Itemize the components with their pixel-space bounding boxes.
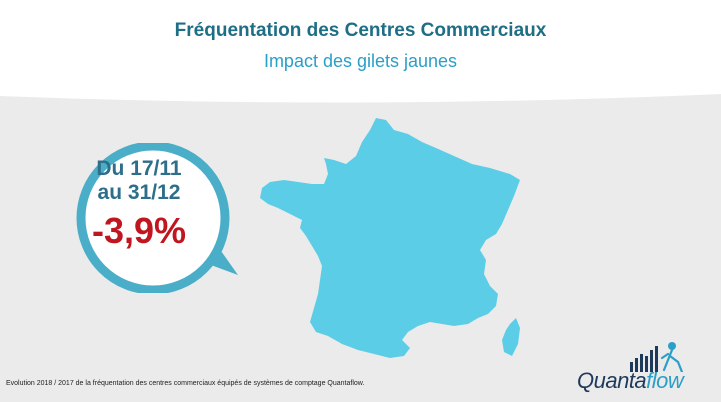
quantaflow-logo-bars-icon (630, 342, 684, 372)
header-band: Fréquentation des Centres Commerciaux Im… (0, 0, 721, 92)
page-subtitle: Impact des gilets jaunes (263, 51, 458, 71)
logo-text-flow: flow (646, 368, 684, 393)
period-end-label: au 31/12 (97, 181, 181, 204)
france-map-icon (260, 118, 520, 358)
period-start-label: Du 17/11 (96, 157, 182, 180)
footnote: Evolution 2018 / 2017 de la fréquentatio… (6, 380, 365, 387)
page-title: Fréquentation des Centres Commerciaux (174, 20, 547, 41)
logo-text-quanta: Quanta (577, 368, 647, 393)
impact-callout: Du 17/11 au 31/12 -3,9% (66, 152, 212, 253)
quantaflow-logo: Quantaflow (577, 368, 684, 394)
impact-percentage: -3,9% (91, 210, 187, 251)
speech-bubble-icon (76, 143, 238, 293)
header-wave-divider (0, 84, 721, 103)
